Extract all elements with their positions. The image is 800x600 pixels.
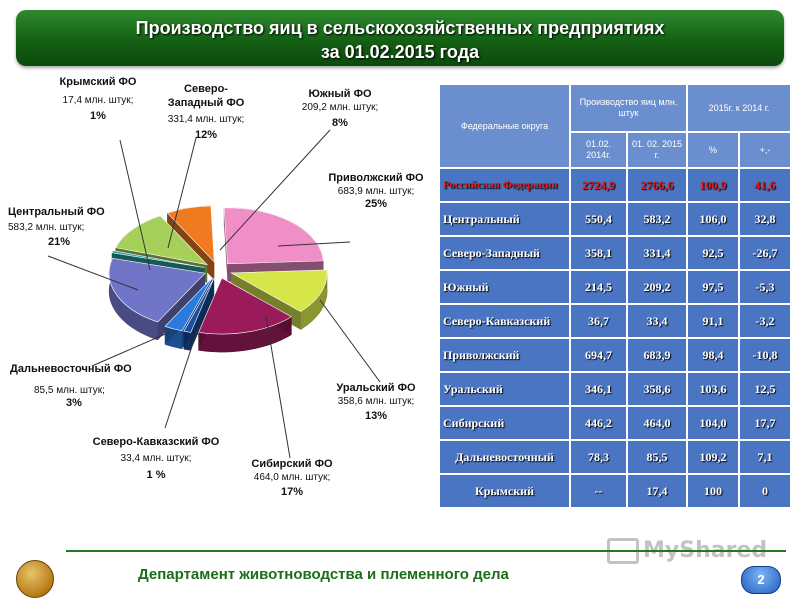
label-ural: Уральский ФО 358,6 млн. штук; 13% [336, 382, 416, 422]
footer-divider [66, 550, 786, 552]
ministry-logo-icon [16, 560, 54, 598]
pie-slice-2 [198, 277, 292, 353]
label-fareast: Дальневосточный ФО 85,5 млн. штук; 3% [10, 363, 132, 409]
table-row: Сибирский 446,2 464,0 104,0 17,7 [438, 405, 793, 441]
table-row: Приволжский 694,7 683,9 98,4 -10,8 [438, 337, 793, 373]
label-northwest: Северо- Западный ФО 331,4 млн. штук; 12% [167, 83, 245, 141]
leader-line-2 [265, 315, 291, 459]
title-bar: Производство яиц в сельскохозяйственных … [16, 10, 784, 66]
header-districts: Федеральные округа [438, 83, 571, 169]
page-subtitle: за 01.02.2015 года [320, 42, 480, 62]
production-table: Федеральные округа Производство яиц млн.… [438, 83, 793, 509]
department-name: Департамент животноводства и племенного … [138, 566, 509, 583]
table-row: Дальневосточный 78,3 85,5 109,2 7,1 [438, 439, 793, 475]
label-central: Центральный ФО 583,2 млн. штук; 21% [8, 206, 105, 248]
label-north-caucasus: Северо-Кавказский ФО 33,4 млн. штук; 1 % [92, 436, 220, 481]
leader-line-3 [164, 327, 199, 429]
header-percent: % [686, 131, 740, 169]
table-row: Южный 214,5 209,2 97,5 -5,3 [438, 269, 793, 305]
table-row: Крымский -- 17,4 100 0 [438, 473, 793, 509]
table-row: Северо-Кавказский 36,7 33,4 91,1 -3,2 [438, 303, 793, 339]
leader-line-5 [47, 255, 139, 291]
page-number: 2 [741, 566, 781, 594]
leader-line-8 [219, 129, 331, 251]
header-diff: +,- [737, 131, 793, 169]
label-crimea: Крымский ФО 17,4 млн. штук; 1% [59, 76, 137, 122]
label-volga: Приволжский ФО 683,9 млн. штук; 25% [328, 172, 424, 210]
header-production: Производство яиц млн. штук [569, 83, 688, 133]
label-south: Южный ФО 209,2 млн. штук; 8% [301, 88, 379, 129]
table-row: Российская Федерация 2724,9 2766,6 100,9 4… [438, 167, 793, 203]
table-row: Северо-Западный 358,1 331,4 92,5 -26,7 [438, 235, 793, 271]
leader-line-7 [167, 137, 197, 249]
page-title: Производство яиц в сельскохозяйственных … [135, 18, 665, 38]
leader-line-6 [119, 139, 151, 271]
leader-line-0 [277, 241, 351, 247]
table-row: Уральский 346,1 358,6 103,6 12,5 [438, 371, 793, 407]
header-2015: 01. 02. 2015 г. [626, 131, 688, 169]
leader-line-1 [319, 299, 381, 383]
leader-line-4 [91, 331, 171, 367]
pie-chart [47, 129, 381, 459]
header-comparison: 2015г. к 2014 г. [685, 83, 793, 133]
table-row: Центральный 550,4 583,2 106,0 32,8 [438, 201, 793, 237]
label-siberia: Сибирский ФО 464,0 млн. штук; 17% [251, 458, 333, 498]
header-2014: 01.02. 2014г. [569, 131, 628, 169]
